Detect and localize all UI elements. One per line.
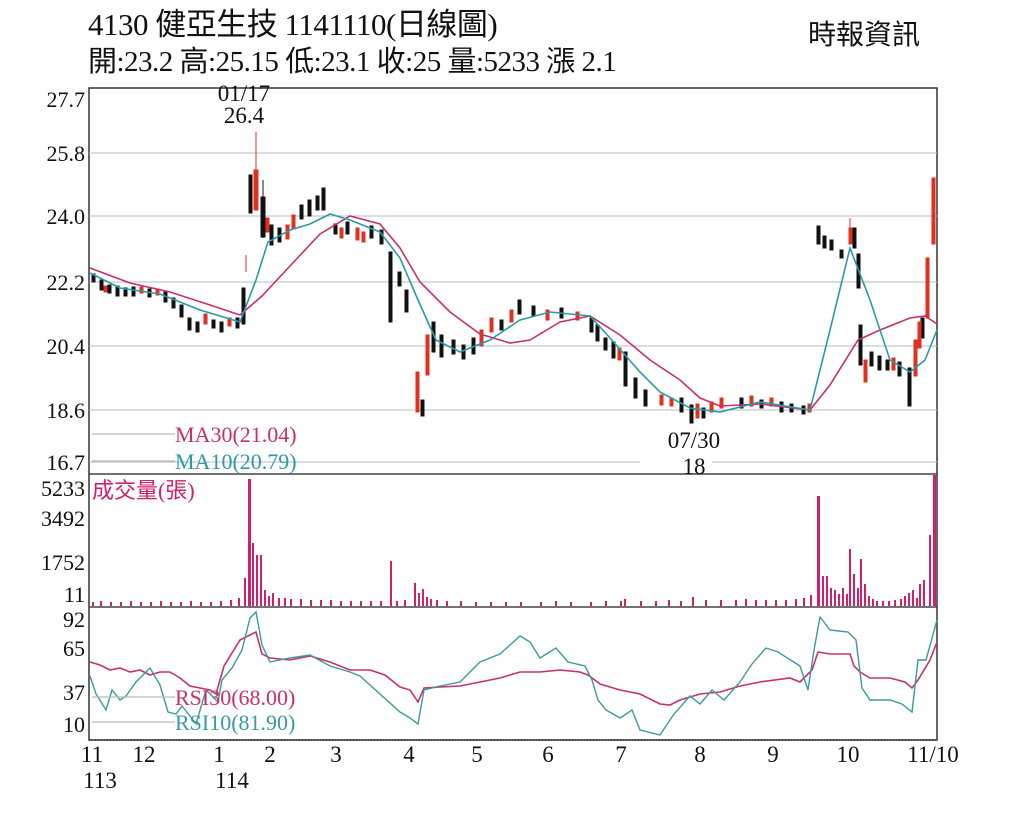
ma10-line xyxy=(89,213,938,413)
x-axis-labels: 11 12 1 2 3 4 5 6 7 8 9 10 11/10 113 114 xyxy=(81,742,959,793)
svg-text:4: 4 xyxy=(403,742,415,767)
ohlc-summary: 開:23.2 高:25.15 低:23.1 收:25 量:5233 漲 2.1 xyxy=(88,46,617,78)
source-label: 時報資訊 xyxy=(808,20,921,51)
svg-text:11: 11 xyxy=(81,742,103,767)
candlesticks xyxy=(91,132,936,424)
rsi-y-axis: 92 65 37 10 xyxy=(63,607,85,737)
volume-y-axis: 5233 3492 1752 11 xyxy=(41,476,85,607)
svg-text:27.7: 27.7 xyxy=(47,87,86,112)
rsi10-legend-label: RSI10(81.90) xyxy=(175,710,295,735)
svg-text:11/10: 11/10 xyxy=(907,742,959,767)
low-value-annotation: 18 xyxy=(683,454,706,479)
svg-text:10: 10 xyxy=(63,712,85,737)
svg-text:8: 8 xyxy=(694,742,706,767)
svg-text:1752: 1752 xyxy=(41,550,85,575)
rsi10-line xyxy=(89,610,938,736)
chart-title: 4130 健亞生技 1141110(日線圖) xyxy=(88,7,498,42)
svg-text:6: 6 xyxy=(542,742,554,767)
ma-legend: MA30(21.04) MA10(20.79) xyxy=(92,422,297,474)
svg-text:22.2: 22.2 xyxy=(47,270,86,295)
svg-text:12: 12 xyxy=(133,742,156,767)
svg-text:3492: 3492 xyxy=(41,506,85,531)
svg-text:2: 2 xyxy=(264,742,276,767)
ma30-legend-label: MA30(21.04) xyxy=(175,422,297,447)
svg-text:9: 9 xyxy=(767,742,779,767)
svg-text:65: 65 xyxy=(63,636,85,661)
high-value-annotation: 26.4 xyxy=(224,103,265,128)
svg-text:16.7: 16.7 xyxy=(47,450,86,475)
rsi-legend: RSI30(68.00) RSI10(81.90) xyxy=(92,685,295,735)
svg-text:37: 37 xyxy=(63,680,85,705)
high-date-annotation: 01/17 xyxy=(218,81,270,106)
volume-label: 成交量(張) xyxy=(92,478,195,503)
low-date-annotation: 07/30 xyxy=(668,428,720,453)
svg-text:1: 1 xyxy=(213,742,225,767)
svg-text:113: 113 xyxy=(83,768,117,793)
svg-text:25.8: 25.8 xyxy=(47,141,86,166)
svg-text:18.6: 18.6 xyxy=(47,398,86,423)
price-gridlines xyxy=(89,152,937,463)
svg-text:10: 10 xyxy=(837,742,860,767)
svg-text:114: 114 xyxy=(215,768,249,793)
svg-text:5233: 5233 xyxy=(41,476,85,501)
svg-text:5: 5 xyxy=(471,742,483,767)
svg-text:11: 11 xyxy=(64,582,85,607)
svg-text:92: 92 xyxy=(63,607,85,632)
svg-text:7: 7 xyxy=(615,742,627,767)
volume-bars xyxy=(92,475,936,606)
price-y-axis: 27.7 25.8 24.0 22.2 20.4 18.6 16.7 xyxy=(47,87,86,475)
svg-text:3: 3 xyxy=(330,742,342,767)
rsi30-legend-label: RSI30(68.00) xyxy=(175,685,295,710)
rsi30-line xyxy=(89,630,938,706)
svg-text:20.4: 20.4 xyxy=(47,334,86,359)
ma30-line xyxy=(89,215,938,411)
ma10-legend-label: MA10(20.79) xyxy=(175,449,297,474)
svg-text:24.0: 24.0 xyxy=(47,204,86,229)
